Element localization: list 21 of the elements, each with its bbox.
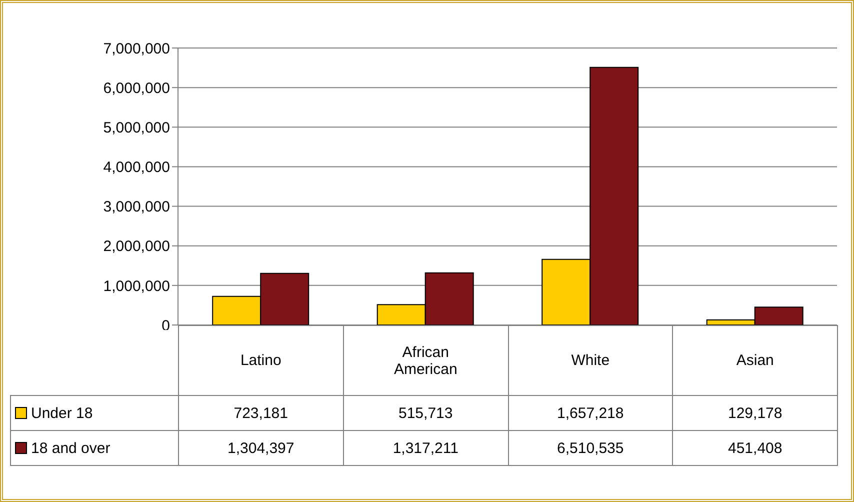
y-tick-label: 4,000,000 bbox=[103, 159, 170, 176]
x-tick-label: Latino bbox=[178, 325, 344, 396]
data-label: 515,713 bbox=[342, 395, 508, 431]
data-label: 6,510,535 bbox=[508, 430, 674, 466]
x-tick-label: African American bbox=[342, 325, 508, 396]
data-label: 1,657,218 bbox=[508, 395, 674, 431]
y-tick-label: 2,000,000 bbox=[103, 238, 170, 256]
data-label: 1,304,397 bbox=[178, 430, 344, 466]
legend-label: 18 and over bbox=[31, 440, 110, 456]
legend-label: Under 18 bbox=[31, 404, 93, 422]
x-tick-label: Asian bbox=[672, 325, 838, 396]
y-tick-label: 5,000,000 bbox=[103, 119, 170, 136]
y-tick-label: 1,000,000 bbox=[103, 278, 170, 295]
y-tick-label: 7,000,000 bbox=[103, 40, 170, 58]
y-tick-label: 3,000,000 bbox=[103, 198, 170, 216]
x-tick-label: White bbox=[508, 325, 674, 396]
data-label: 451,408 bbox=[672, 430, 838, 466]
data-label: 1,317,211 bbox=[342, 430, 508, 466]
data-label: 129,178 bbox=[672, 395, 838, 431]
data-label: 723,181 bbox=[178, 395, 344, 431]
y-tick-label: 6,000,000 bbox=[103, 80, 170, 97]
